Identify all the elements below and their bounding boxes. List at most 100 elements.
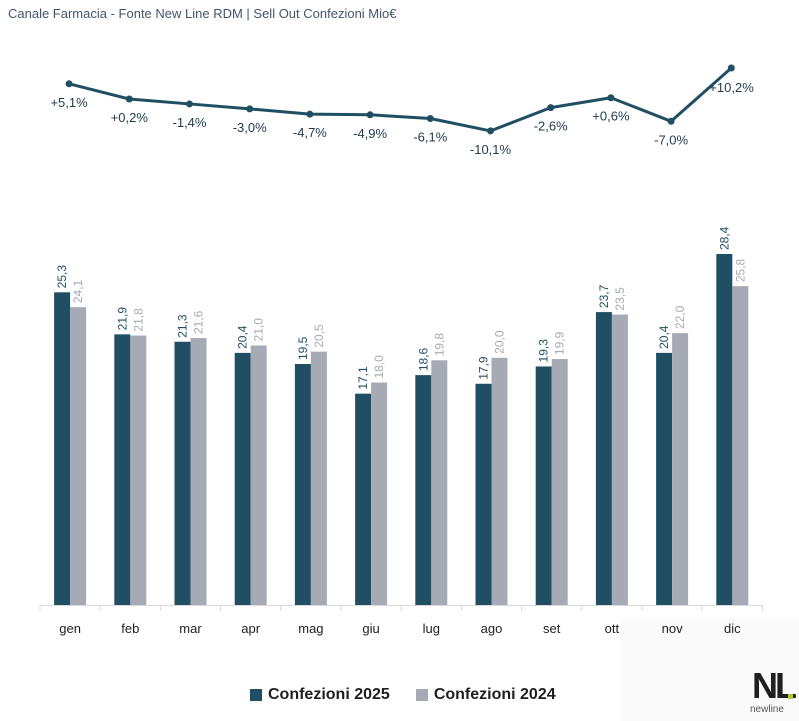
x-axis: gen feb mar apr mag giu lug ago set ott nov dic (39, 605, 763, 636)
line-point (306, 110, 314, 118)
variation-label: +0,2% (111, 110, 149, 125)
variation-label: -6,1% (413, 130, 447, 145)
data-label-2024: 18,0 (372, 355, 386, 379)
data-label-2024: 21,0 (252, 318, 266, 342)
data-label-2025: 19,5 (296, 336, 310, 360)
data-label-2025: 17,1 (356, 366, 370, 390)
legend-swatch-2025 (250, 689, 262, 701)
x-tick-label: mag (298, 621, 323, 636)
data-label-2024: 21,6 (192, 310, 206, 334)
line-point (65, 80, 73, 88)
legend-item-2025: Confezioni 2025 (250, 686, 390, 704)
data-label-2025: 20,4 (236, 325, 250, 349)
bar-2024 (431, 360, 448, 605)
line-point (186, 100, 193, 108)
data-label-2024: 19,8 (432, 333, 446, 357)
data-label-2024: 20,5 (312, 324, 326, 348)
data-label-2024: 20,0 (493, 330, 507, 354)
logo-dot (788, 694, 793, 699)
logo-word: newline (750, 704, 784, 715)
data-label-2025: 18,6 (416, 347, 430, 371)
data-label-2025: 25,3 (55, 265, 69, 289)
bar-2025 (174, 341, 191, 605)
x-tick-label: feb (121, 621, 139, 636)
bar-2024 (611, 314, 628, 605)
line-point (667, 117, 675, 125)
line-point (366, 111, 374, 119)
variation-label: +5,1% (50, 95, 88, 110)
data-label-2024: 24,1 (71, 279, 85, 303)
legend: Confezioni 2025 Confezioni 2024 (250, 686, 556, 704)
bar-2025 (54, 292, 71, 605)
legend-label-2025: Confezioni 2025 (268, 686, 390, 703)
x-tick-label: ago (481, 621, 503, 636)
data-label-2025: 19,3 (537, 339, 551, 363)
bar-2024 (551, 359, 568, 605)
data-label-2024: 25,8 (733, 258, 747, 282)
bar-2024 (371, 382, 388, 605)
data-label-2024: 19,9 (553, 331, 567, 355)
bar-2025 (294, 363, 311, 605)
bar-2024 (310, 351, 327, 605)
line-point (487, 127, 494, 135)
variation-label: -3,0% (233, 120, 267, 135)
variation-label: -4,7% (293, 125, 327, 140)
line-point (727, 64, 735, 72)
bar-2025 (114, 334, 131, 605)
data-label-2025: 28,4 (717, 226, 731, 250)
logo-background (620, 618, 799, 721)
variation-line-chart: +5,1% +0,2% -1,4% -3,0% -4,7% -4,9% -6,1% -10,1… (50, 64, 754, 157)
bar-2025 (595, 312, 612, 605)
variation-label: -1,4% (173, 115, 207, 130)
data-label-2025: 23,7 (597, 284, 611, 308)
legend-item-2024: Confezioni 2024 (415, 686, 556, 704)
bar-2024 (190, 338, 207, 605)
bar-2024 (732, 286, 749, 605)
bar-chart: 25,324,121,9 21,8 21,3 21,620,4 21,019,520,5… (54, 226, 749, 605)
line-point (547, 104, 555, 112)
legend-swatch-2024 (415, 689, 428, 701)
line-point (125, 95, 133, 103)
x-tick-label: mar (179, 621, 202, 636)
x-tick-label: set (543, 621, 561, 636)
bar-2024 (250, 345, 267, 605)
bar-2024 (491, 357, 508, 605)
chart-area: +5,1% +0,2% -1,4% -3,0% -4,7% -4,9% -6,1% -10,1… (39, 64, 763, 636)
bar-2024 (672, 333, 689, 605)
data-label-2024: 22,0 (673, 305, 687, 329)
data-label-2024: 23,5 (613, 287, 627, 311)
x-tick-label: apr (241, 621, 260, 636)
variation-label: -4,9% (353, 126, 387, 141)
line-point (246, 105, 254, 113)
bar-2025 (234, 352, 251, 605)
bar-2024 (130, 335, 147, 605)
variation-label: +10,2% (709, 80, 754, 95)
bar-2025 (355, 393, 372, 605)
data-label-2025: 20,4 (657, 325, 671, 349)
x-tick-label: ott (605, 621, 620, 636)
data-label-2024: 21,8 (131, 308, 145, 332)
newline-logo: NL newline (750, 665, 797, 718)
data-label-2025: 17,9 (477, 356, 491, 380)
line-point (426, 115, 434, 123)
x-tick-label: giu (362, 621, 379, 636)
bar-2025 (415, 375, 432, 605)
bar-2025 (475, 383, 492, 605)
logo-text: NL (752, 665, 797, 706)
bar-2025 (535, 366, 552, 605)
data-label-2025: 21,3 (176, 314, 190, 338)
x-tick-label: lug (423, 621, 440, 636)
bar-2025 (656, 352, 673, 605)
variation-line (68, 66, 733, 133)
line-point (607, 94, 615, 102)
data-label-2025: 21,9 (115, 307, 129, 331)
x-tick-label: dic (724, 621, 741, 636)
legend-label-2024: Confezioni 2024 (433, 686, 556, 703)
bar-2024 (70, 307, 87, 605)
x-tick-label: gen (59, 621, 81, 636)
variation-label: -10,1% (470, 142, 512, 157)
variation-label: -2,6% (534, 119, 568, 134)
variation-label: +0,6% (592, 109, 630, 124)
bar-2025 (716, 254, 733, 605)
chart-title: Canale Farmacia - Fonte New Line RDM | S… (8, 6, 397, 21)
